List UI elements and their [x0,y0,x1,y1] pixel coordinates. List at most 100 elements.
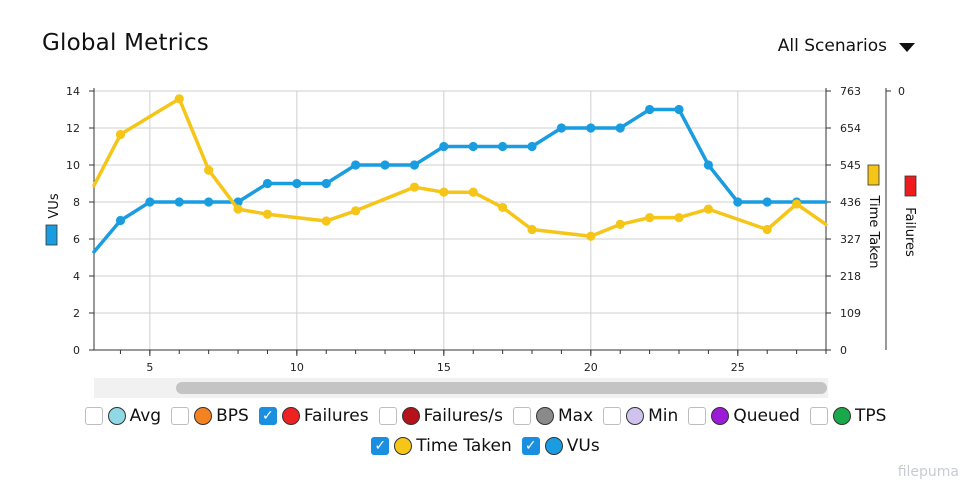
data-point-time-taken [645,213,655,223]
legend-item-time-taken[interactable]: ✓ Time Taken [371,436,512,456]
data-point-vus [762,197,772,207]
legend-item-tps[interactable]: TPS [809,406,887,426]
legend-item-avg[interactable]: Avg [84,406,162,426]
y-left-tick-label: 10 [66,159,80,172]
y-right-tick-label: 545 [840,159,861,172]
legend-color-swatch [401,407,420,425]
legend-color-swatch [394,437,413,455]
legend-checkbox-vus[interactable]: ✓ [521,437,540,455]
y-right-tick-label: 763 [840,85,861,98]
legend-label: Avg [129,406,162,426]
legend-item-failures-s[interactable]: Failures/s [378,406,503,426]
data-point-time-taken [586,231,596,241]
y-left-tick-label: 14 [66,85,80,98]
x-tick-label: 5 [146,361,153,374]
legend-item-min[interactable]: Min [603,406,678,426]
y-right-tick-label: 654 [840,122,861,135]
failures-axis-swatch [904,175,917,197]
data-point-vus [674,104,684,115]
y-right-tick-label: 327 [840,233,861,246]
legend-label: Queued [733,406,800,426]
legend-label: Time Taken [416,436,512,456]
x-tick-label: 10 [290,361,304,374]
legend-checkbox-failures-s[interactable] [378,407,397,425]
scrollbar-thumb[interactable] [176,382,827,394]
y-left-tick-label: 2 [73,307,80,320]
scenario-dropdown[interactable]: All Scenarios [778,36,915,56]
legend-color-swatch [535,407,554,425]
x-tick-label: 20 [584,361,598,374]
legend-checkbox-failures[interactable]: ✓ [258,407,277,425]
legend-color-swatch [194,407,213,425]
legend-row-2: ✓ Time Taken ✓ VUs [0,436,971,456]
legend-item-max[interactable]: Max [512,406,594,426]
legend-checkbox-bps[interactable] [171,407,190,425]
data-point-time-taken [498,202,508,213]
data-point-vus [645,104,655,115]
data-point-time-taken [204,165,214,175]
y-left-tick-label: 0 [73,344,80,357]
y-right2-axis-label: Failures [902,207,917,257]
y-right-tick-label: 436 [840,196,861,209]
metrics-chart: 0 2 4 6 8 10 12 14 5 10 15 20 25 0 109 218 327 436 545 654 7… [45,85,917,398]
legend-color-swatch [281,407,300,425]
data-point-time-taken [351,206,361,216]
legend-label: TPS [854,406,887,426]
data-point-time-taken [674,213,684,223]
series-line-vus [92,107,828,254]
y-right-tick-label: 109 [840,307,861,320]
legend-checkbox-time-taken[interactable]: ✓ [371,437,390,455]
check-icon: ✓ [261,408,274,424]
caret-down-icon [899,42,915,52]
y-left-tick-label: 6 [73,233,80,246]
data-point-vus [380,160,390,170]
legend-item-failures[interactable]: ✓ Failures [258,406,369,426]
plot-area [94,91,826,350]
legend-color-swatch [107,407,126,425]
legend-label: Failures/s [423,406,503,426]
data-point-vus [439,141,449,152]
legend-color-swatch [544,437,563,455]
y-left-tick-label: 12 [66,122,80,135]
data-point-vus [204,197,214,207]
scenario-label: All Scenarios [777,36,887,56]
y-right-axis-label: Time Taken [866,194,881,268]
page-title: Global Metrics [42,30,209,56]
legend-label: Max [557,406,594,426]
legend-row-1: Avg BPS ✓ Failures Failures/s Max Min Queued TPS [0,406,971,426]
data-point-time-taken [321,216,331,226]
legend-checkbox-max[interactable] [512,407,531,425]
legend-checkbox-queued[interactable] [688,407,707,425]
x-tick-label: 25 [731,361,745,374]
data-point-vus [468,141,478,152]
time-taken-axis-swatch [867,164,880,186]
legend-color-swatch [711,407,730,425]
data-point-vus [409,160,420,170]
data-point-vus [262,178,273,189]
data-point-vus [321,178,331,189]
data-point-time-taken [174,94,184,104]
data-point-time-taken [409,182,420,192]
data-point-time-taken [527,224,537,235]
legend-checkbox-avg[interactable] [84,407,103,425]
data-point-time-taken [439,187,449,197]
legend-label: VUs [566,436,600,456]
check-icon: ✓ [374,438,387,454]
data-point-vus [527,141,537,152]
data-point-time-taken [115,129,126,140]
data-point-vus [733,197,743,207]
vus-axis-swatch [45,224,58,246]
legend-item-bps[interactable]: BPS [171,406,249,426]
legend-label: Min [648,406,679,426]
data-point-time-taken [262,209,273,219]
data-point-vus [498,141,508,152]
legend-checkbox-tps[interactable] [809,407,828,425]
data-point-vus [703,160,714,170]
legend-item-queued[interactable]: Queued [688,406,800,426]
x-tick-label: 15 [437,361,451,374]
y-left-tick-label: 4 [73,270,80,283]
data-point-vus [145,197,155,207]
legend-item-vus[interactable]: ✓ VUs [521,436,600,456]
data-point-vus [615,123,625,133]
legend-checkbox-min[interactable] [603,407,622,425]
